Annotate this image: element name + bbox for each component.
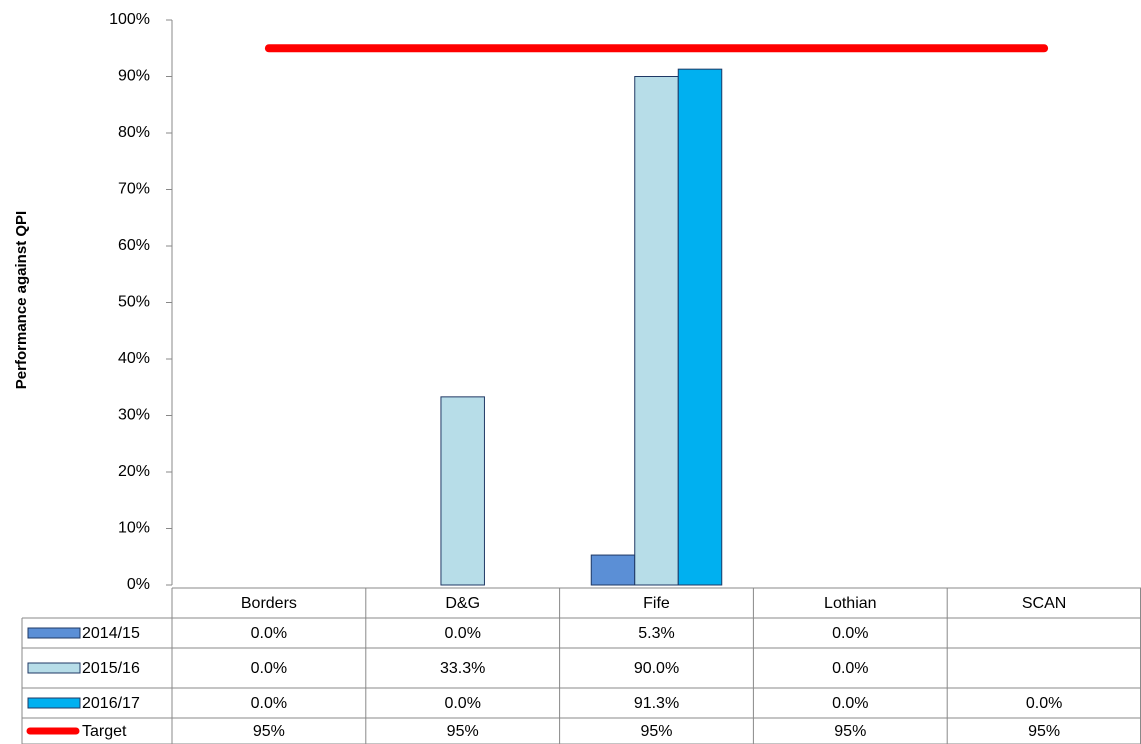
data-label: 95% bbox=[640, 723, 672, 740]
data-label: 0.0% bbox=[251, 660, 287, 677]
legend-label: 2015/16 bbox=[82, 660, 140, 677]
data-label: 0.0% bbox=[444, 625, 480, 642]
bar bbox=[590, 554, 636, 586]
y-tick-label: 70% bbox=[118, 181, 150, 198]
y-tick-label: 30% bbox=[118, 407, 150, 424]
y-tick-label: 60% bbox=[118, 237, 150, 254]
x-tick-label: Borders bbox=[241, 595, 297, 612]
bar bbox=[677, 68, 723, 586]
legend-key bbox=[27, 627, 81, 639]
legend-label: 2016/17 bbox=[82, 695, 140, 712]
bar bbox=[440, 396, 485, 586]
data-label: 0.0% bbox=[832, 625, 868, 642]
y-tick-label: 100% bbox=[109, 11, 150, 28]
y-tick-label: 50% bbox=[118, 294, 150, 311]
y-tick-label: 20% bbox=[118, 463, 150, 480]
legend-key bbox=[27, 662, 81, 674]
legend-key bbox=[27, 697, 81, 709]
data-label: 0.0% bbox=[832, 695, 868, 712]
data-label: 95% bbox=[447, 723, 479, 740]
y-tick-label: 90% bbox=[118, 68, 150, 85]
y-axis-label: Performance against QPI bbox=[13, 211, 30, 389]
legend-label: Target bbox=[82, 723, 127, 740]
y-tick-label: 40% bbox=[118, 350, 150, 367]
x-tick-label: Fife bbox=[643, 595, 670, 612]
x-tick-label: D&G bbox=[445, 595, 480, 612]
x-tick-label: Lothian bbox=[824, 595, 877, 612]
data-label: 91.3% bbox=[634, 695, 679, 712]
data-label: 95% bbox=[834, 723, 866, 740]
data-label: 0.0% bbox=[251, 625, 287, 642]
data-label: 0.0% bbox=[251, 695, 287, 712]
data-label: 0.0% bbox=[832, 660, 868, 677]
data-label: 33.3% bbox=[440, 660, 485, 677]
x-tick-label: SCAN bbox=[1022, 595, 1066, 612]
data-label: 0.0% bbox=[1026, 695, 1062, 712]
data-label: 90.0% bbox=[634, 660, 679, 677]
legend-label: 2014/15 bbox=[82, 625, 140, 642]
data-label: 5.3% bbox=[638, 625, 674, 642]
y-tick-label: 10% bbox=[118, 520, 150, 537]
data-label: 95% bbox=[1028, 723, 1060, 740]
y-tick-label: 0% bbox=[127, 576, 150, 593]
data-label: 95% bbox=[253, 723, 285, 740]
data-label: 0.0% bbox=[444, 695, 480, 712]
bar bbox=[634, 76, 679, 586]
y-tick-label: 80% bbox=[118, 124, 150, 141]
